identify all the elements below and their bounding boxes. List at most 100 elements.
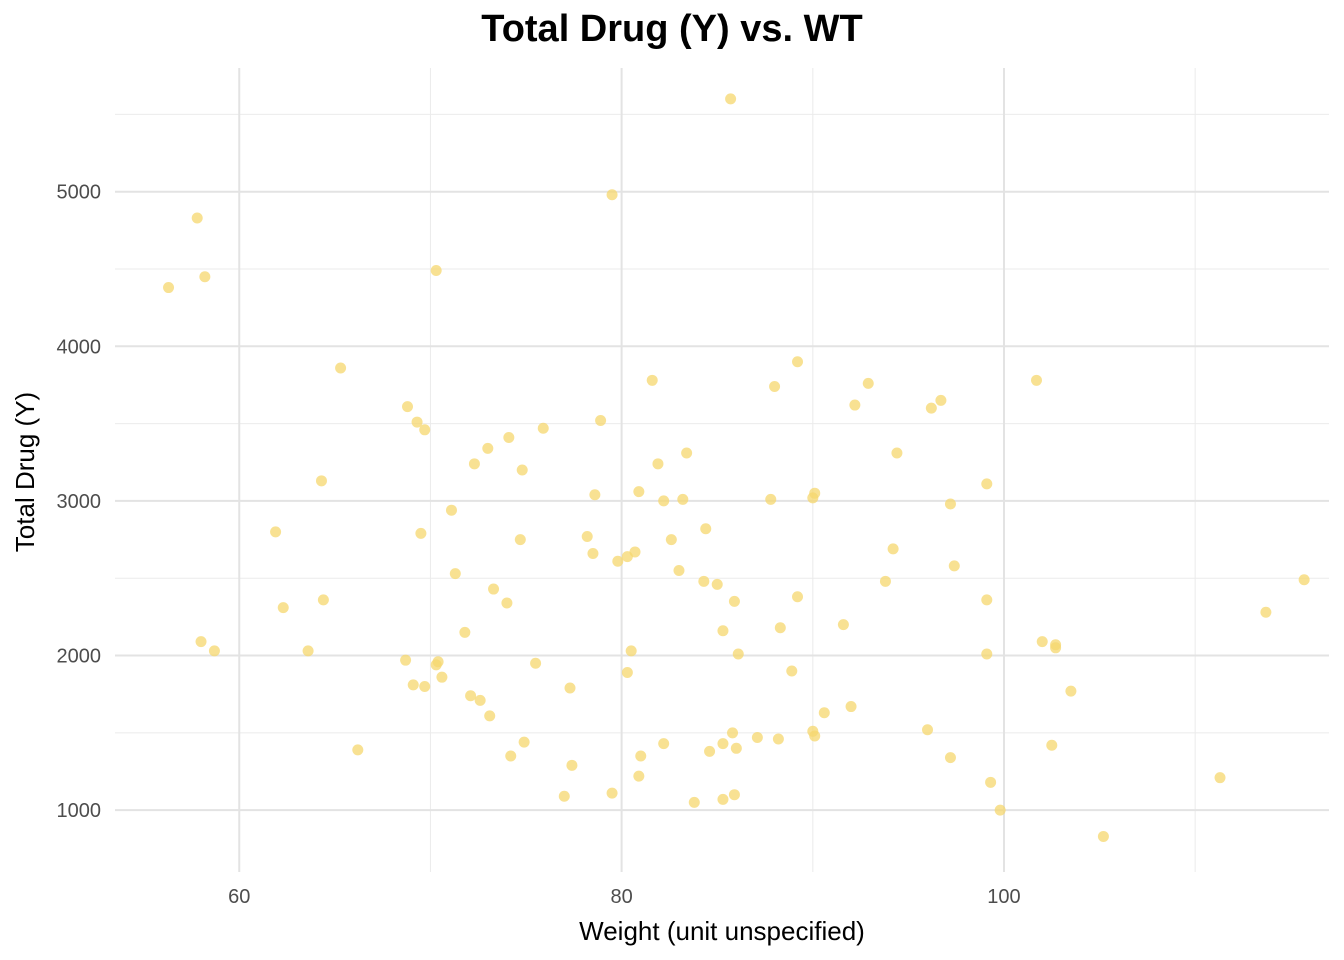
data-point — [518, 736, 530, 748]
data-point — [1030, 374, 1042, 386]
data-point — [633, 770, 645, 782]
data-point — [944, 498, 956, 510]
y-tick-label: 4000 — [57, 336, 102, 358]
data-point — [728, 789, 740, 801]
data-point — [665, 534, 677, 546]
data-point — [488, 583, 500, 595]
data-point — [606, 787, 618, 799]
data-point — [400, 654, 412, 666]
data-point — [769, 381, 781, 393]
data-point — [163, 282, 175, 294]
data-point — [658, 738, 670, 750]
data-point — [1036, 636, 1048, 648]
data-point — [948, 560, 960, 572]
data-point — [658, 495, 670, 507]
data-point — [677, 493, 689, 505]
data-point — [635, 750, 647, 762]
data-point — [981, 478, 993, 490]
data-point — [411, 416, 423, 428]
data-point — [629, 546, 641, 558]
data-point — [606, 189, 618, 201]
data-point — [944, 752, 956, 764]
data-point — [681, 447, 693, 459]
data-point — [621, 667, 633, 679]
data-point — [673, 565, 685, 576]
data-point — [537, 422, 549, 434]
data-point — [818, 707, 830, 719]
data-point — [352, 744, 364, 756]
data-point — [717, 625, 729, 637]
data-point — [935, 394, 947, 406]
data-point — [1298, 574, 1310, 586]
data-point — [1050, 642, 1062, 654]
chart-title: Total Drug (Y) vs. WT — [481, 8, 863, 50]
minor-gridlines — [115, 68, 1329, 872]
data-point — [704, 745, 716, 757]
x-tick-label: 100 — [987, 886, 1020, 908]
y-tick-label: 2000 — [57, 646, 102, 668]
data-point — [501, 597, 513, 609]
data-point — [530, 657, 542, 669]
data-point — [994, 804, 1006, 816]
data-point — [335, 362, 347, 374]
data-point — [633, 486, 645, 498]
data-point — [191, 212, 203, 224]
data-point — [625, 645, 637, 657]
data-point — [270, 526, 282, 538]
data-point — [482, 442, 494, 454]
data-point — [849, 399, 861, 411]
data-point — [581, 530, 593, 542]
data-point — [717, 793, 729, 805]
y-axis-ticks: 1000 2000 3000 4000 5000 — [57, 182, 102, 822]
data-point — [514, 534, 526, 546]
data-point — [402, 401, 414, 413]
data-point — [652, 458, 664, 470]
x-axis-title: Weight (unit unspecified) — [579, 916, 865, 946]
data-point — [558, 790, 570, 802]
data-point — [698, 575, 710, 587]
data-point — [646, 374, 658, 386]
data-point — [1097, 830, 1109, 842]
data-point — [436, 671, 448, 683]
y-tick-label: 1000 — [57, 800, 102, 822]
data-point — [845, 701, 857, 713]
data-point — [732, 648, 744, 660]
data-point — [302, 645, 314, 657]
data-point — [503, 432, 515, 444]
data-point — [484, 710, 496, 722]
y-axis-title: Total Drug (Y) — [10, 392, 40, 552]
data-points — [163, 93, 1310, 842]
data-point — [315, 475, 327, 487]
x-tick-label: 80 — [611, 886, 633, 908]
data-point — [516, 464, 528, 476]
data-point — [786, 665, 798, 677]
data-point — [792, 591, 804, 603]
major-gridlines — [115, 68, 1329, 872]
data-point — [407, 679, 419, 691]
data-point — [1046, 739, 1058, 751]
data-point — [430, 265, 442, 277]
data-point — [809, 730, 821, 742]
data-point — [449, 568, 461, 580]
data-point — [468, 458, 480, 470]
data-point — [566, 759, 578, 771]
data-point — [891, 447, 903, 459]
data-point — [751, 731, 763, 743]
y-tick-label: 5000 — [57, 182, 102, 204]
data-point — [879, 575, 891, 587]
data-point — [1214, 772, 1226, 784]
data-point — [981, 648, 993, 660]
data-point — [727, 727, 739, 739]
data-point — [612, 555, 624, 567]
data-point — [595, 415, 607, 427]
data-point — [317, 594, 329, 606]
data-point — [277, 602, 289, 614]
data-point — [772, 733, 784, 745]
data-point — [195, 636, 207, 648]
data-point — [208, 645, 220, 657]
data-point — [728, 595, 740, 607]
data-point — [809, 487, 821, 499]
data-point — [774, 622, 786, 634]
data-point — [1065, 685, 1077, 697]
data-point — [432, 656, 444, 668]
